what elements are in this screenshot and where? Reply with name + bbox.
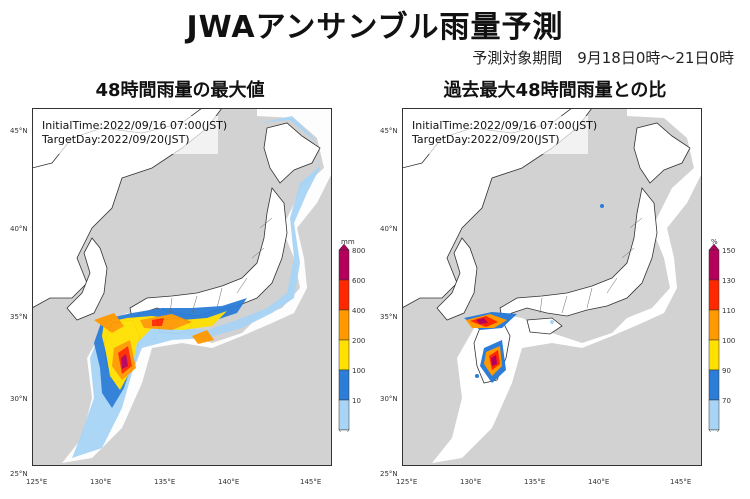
left-target-day: TargetDay:2022/09/20(JST) [42, 133, 190, 146]
legend-tick-label: 130 [722, 277, 735, 285]
legend-swatch [708, 369, 720, 401]
legend-swatch [338, 309, 350, 341]
legend-under-arrow [708, 429, 720, 432]
left-lat-35: 35°N [10, 313, 28, 321]
legend-swatch [338, 279, 350, 311]
left-initial-time: InitialTime:2022/09/16 07:00(JST) [42, 119, 228, 132]
ratio-shading [464, 204, 604, 383]
legend-swatch [708, 249, 720, 281]
legend-tick-label: 100 [722, 337, 735, 345]
legend-swatch [338, 339, 350, 371]
right-lat-45: 45°N [380, 127, 398, 135]
left-lon-140: 140°E [218, 478, 240, 486]
right-lat-30: 30°N [380, 395, 398, 403]
legend-tick-label: 200 [352, 337, 365, 345]
legend-swatch [338, 399, 350, 431]
korea-peninsula [66, 237, 108, 321]
prefecture-borders [169, 217, 273, 314]
legend-tick-label: 400 [352, 307, 365, 315]
right-initial-time: InitialTime:2022/09/16 07:00(JST) [412, 119, 598, 132]
left-lat-30: 30°N [10, 395, 28, 403]
ratio-130 [470, 316, 500, 370]
right-lon-140: 140°E [588, 478, 610, 486]
rain-200mm [102, 311, 227, 390]
honshu [499, 187, 658, 319]
right-panel-title: 過去最大48時間雨量との比 [443, 80, 667, 101]
left-panel-title: 48時間雨量の最大値 [95, 80, 265, 101]
prefecture-borders [539, 217, 643, 314]
legend-swatch [338, 249, 350, 281]
left-lon-135: 135°E [154, 478, 176, 486]
ratio-90 [464, 312, 517, 383]
legend-tick-label: 110 [722, 307, 735, 315]
legend-swatch [708, 339, 720, 371]
right-lon-125: 125°E [396, 478, 418, 486]
left-info-box: InitialTime:2022/09/16 07:00(JST) Target… [42, 119, 227, 147]
page-title: JWAアンサンブル雨量予測 [186, 10, 564, 45]
left-lon-125: 125°E [26, 478, 48, 486]
left-lon-145: 145°E [300, 478, 322, 486]
right-lat-35: 35°N [380, 313, 398, 321]
legend-tick-label: 70 [722, 397, 731, 405]
rainfall-ratio-map [402, 108, 702, 466]
left-lat-45: 45°N [10, 127, 28, 135]
rain-800mm [121, 354, 128, 369]
rain-10mm [72, 116, 320, 458]
legend-tick-label: 800 [352, 247, 365, 255]
rain-600mm [118, 318, 164, 374]
legend-swatch [338, 369, 350, 401]
right-lon-130: 130°E [460, 478, 482, 486]
legend-tick-label: 150 [722, 247, 735, 255]
rainfall-shading [72, 116, 320, 458]
legend-tick-label: 90 [722, 367, 731, 375]
left-lat-40: 40°N [10, 225, 28, 233]
ratio-150 [476, 318, 497, 366]
right-lon-135: 135°E [524, 478, 546, 486]
forecast-period: 予測対象期間 9月18日0時～21日0時 [472, 49, 734, 67]
legend-unit: mm [341, 238, 355, 246]
korea-peninsula [436, 237, 478, 321]
legend-swatch [708, 309, 720, 341]
right-lon-145: 145°E [670, 478, 692, 486]
right-lat-25: 25°N [380, 470, 398, 478]
hokkaido [263, 122, 321, 184]
right-target-day: TargetDay:2022/09/20(JST) [412, 133, 560, 146]
right-info-box: InitialTime:2022/09/16 07:00(JST) Target… [412, 119, 597, 147]
legend-tick-label: 100 [352, 367, 365, 375]
legend-tick-label: 10 [352, 397, 361, 405]
legend-under-arrow [338, 429, 350, 432]
legend-unit: % [711, 238, 718, 246]
hokkaido [633, 122, 691, 184]
legend-tick-label: 600 [352, 277, 365, 285]
left-lat-25: 25°N [10, 470, 28, 478]
right-colorbar: % 150 130 110 100 90 70 [708, 238, 735, 432]
rainfall-max-map [32, 108, 332, 466]
right-lat-40: 40°N [380, 225, 398, 233]
legend-swatch [708, 279, 720, 311]
left-lon-130: 130°E [90, 478, 112, 486]
legend-swatch [708, 399, 720, 431]
